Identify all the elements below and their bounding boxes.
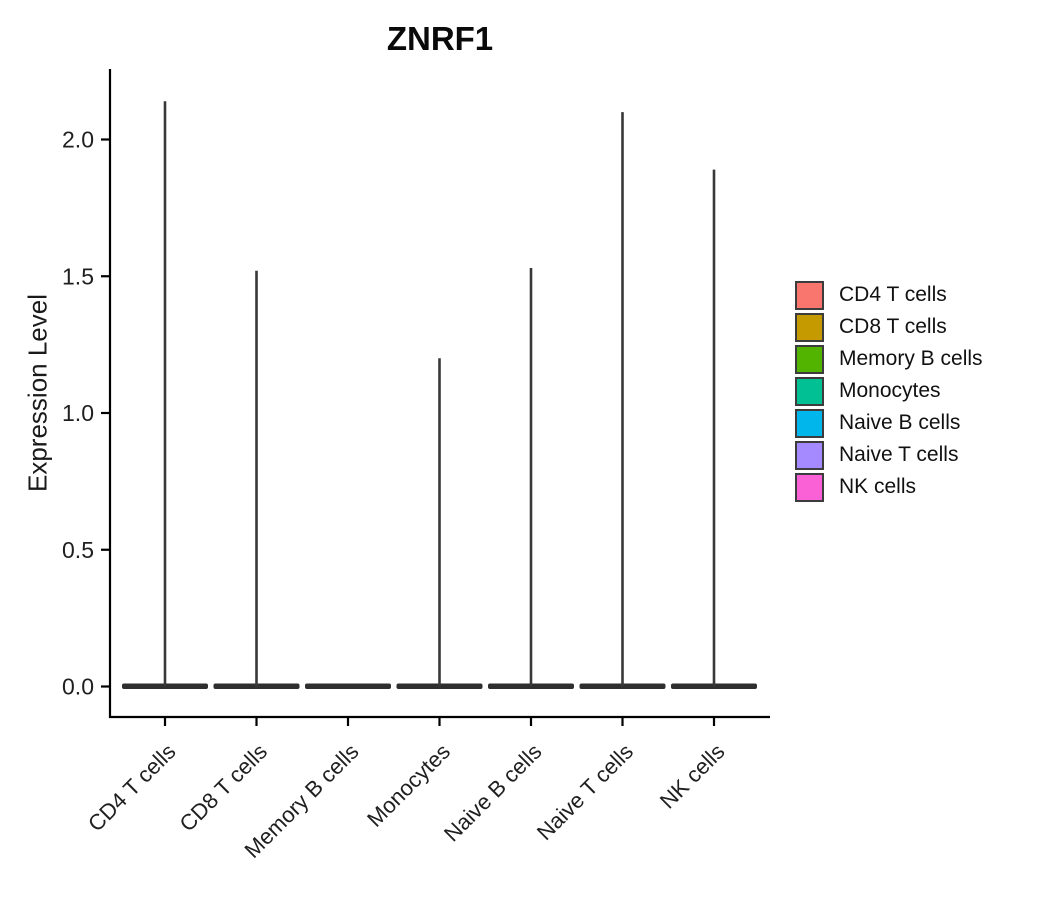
legend-label-memory-b-cells: Memory B cells (839, 347, 983, 370)
legend-swatch-cd8-t-cells (795, 312, 824, 342)
y-tick-label: 2.0 (62, 127, 94, 153)
y-tick-label: 1.0 (62, 400, 94, 426)
legend-item-memory-b-cells: Memory B cells (795, 344, 983, 374)
legend-swatch-naive-t-cells (795, 440, 824, 470)
y-tick-label: 0.5 (62, 537, 94, 563)
legend-swatch-cd4-t-cells (795, 280, 824, 310)
x-tick-label-naive-t-cells: Naive T cells (532, 739, 638, 845)
legend-label-monocytes: Monocytes (839, 379, 941, 402)
y-tick-label: 0.0 (62, 674, 94, 700)
y-tick-label: 1.5 (62, 263, 94, 289)
legend-label-naive-b-cells: Naive B cells (839, 411, 961, 434)
legend-item-cd4-t-cells: CD4 T cells (795, 280, 983, 310)
legend: CD4 T cells CD8 T cells Memory B cells Mono… (795, 280, 983, 502)
x-tick-label-monocytes: Monocytes (362, 739, 455, 832)
x-tick-label-nk-cells: NK cells (655, 739, 730, 814)
violin-base-memory-b-cells (305, 683, 391, 689)
legend-label-naive-t-cells: Naive T cells (839, 443, 959, 466)
legend-swatch-nk-cells (795, 472, 824, 502)
chart-title: ZNRF1 (386, 20, 494, 57)
legend-item-cd8-t-cells: CD8 T cells (795, 312, 983, 342)
legend-label-cd8-t-cells: CD8 T cells (839, 315, 947, 338)
legend-swatch-naive-b-cells (795, 408, 824, 438)
legend-item-naive-t-cells: Naive T cells (795, 440, 983, 470)
legend-item-monocytes: Monocytes (795, 376, 983, 406)
legend-item-naive-b-cells: Naive B cells (795, 408, 983, 438)
legend-swatch-monocytes (795, 376, 824, 406)
x-tick-label-cd4-t-cells: CD4 T cells (83, 739, 181, 837)
legend-item-nk-cells: NK cells (795, 472, 983, 502)
legend-swatch-memory-b-cells (795, 344, 824, 374)
legend-label-nk-cells: NK cells (839, 475, 917, 498)
x-tick-label-cd8-t-cells: CD8 T cells (175, 739, 273, 837)
x-tick-label-naive-b-cells: Naive B cells (439, 739, 547, 847)
legend-label-cd4-t-cells: CD4 T cells (839, 283, 947, 306)
